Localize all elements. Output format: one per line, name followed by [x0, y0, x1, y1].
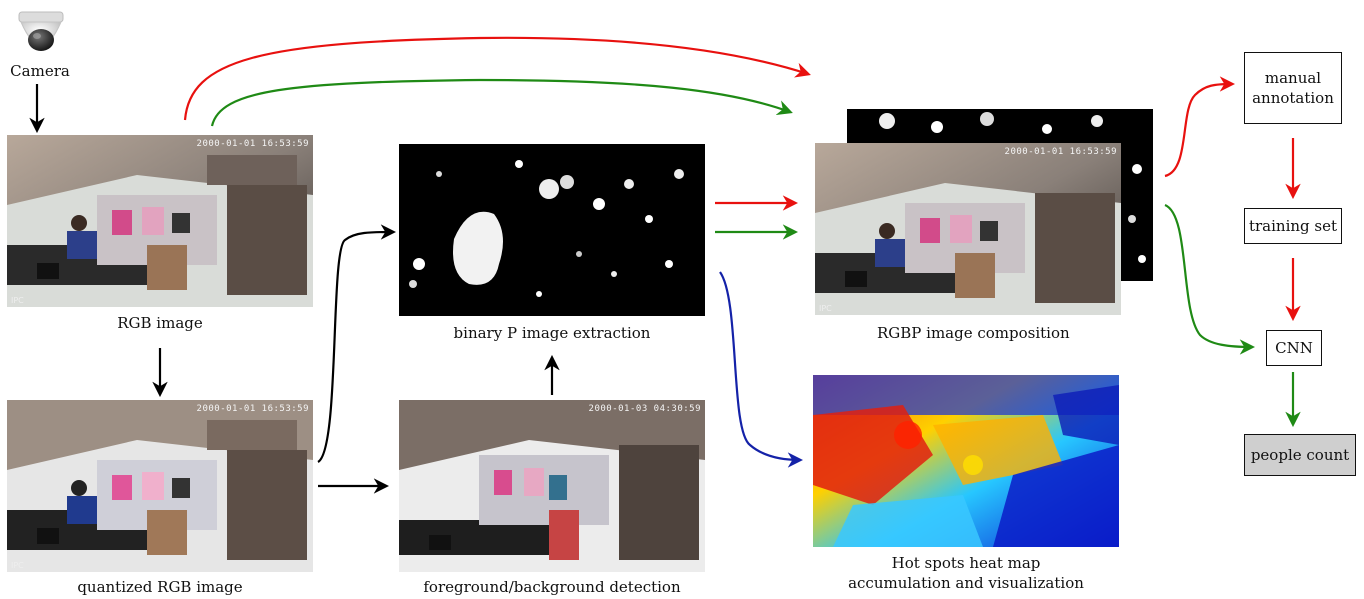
ipc-watermark: IPC	[819, 304, 832, 313]
manual-annotation-line2: annotation	[1252, 89, 1334, 107]
timestamp: 2000-01-03 04:30:59	[588, 404, 701, 414]
timestamp: 2000-01-01 16:53:59	[196, 404, 309, 414]
rgbp-label: RGBP image composition	[877, 324, 1070, 342]
heatmap-label-line2: accumulation and visualization	[848, 574, 1084, 592]
binary-p-label: binary P image extraction	[453, 324, 651, 342]
binary-p-image	[399, 144, 705, 316]
quantized-rgb-label: quantized RGB image	[77, 578, 243, 596]
training-set-box: training set	[1244, 208, 1342, 244]
fg-bg-image: 2000-01-03 04:30:59	[399, 400, 705, 572]
camera-icon	[17, 8, 65, 60]
rgb-image-label: RGB image	[117, 314, 203, 332]
arrow-rgbp-manual	[1164, 76, 1236, 178]
manual-annotation-box: manual annotation	[1244, 52, 1342, 124]
arrow-quantized-binary	[317, 224, 397, 463]
arrow-rgb-rgbp-green	[210, 78, 793, 127]
quantized-rgb-image: 2000-01-01 16:53:59 IPC	[7, 400, 313, 572]
timestamp: 2000-01-01 16:53:59	[1004, 147, 1117, 157]
manual-annotation-line1: manual	[1264, 69, 1322, 87]
people-count-box: people count	[1244, 434, 1356, 476]
cnn-label: CNN	[1275, 339, 1313, 357]
people-count-label: people count	[1250, 446, 1350, 464]
cnn-box: CNN	[1266, 330, 1322, 366]
timestamp: 2000-01-01 16:53:59	[196, 139, 309, 149]
ipc-watermark: IPC	[11, 296, 24, 305]
rgbp-rgb-layer: 2000-01-01 16:53:59 IPC	[815, 143, 1121, 315]
rgb-image: 2000-01-01 16:53:59 IPC	[7, 135, 313, 307]
arrow-rgb-rgbp-red	[183, 36, 811, 121]
heatmap-image	[813, 375, 1119, 547]
training-set-label: training set	[1248, 217, 1338, 235]
heatmap-label-line1: Hot spots heat map	[891, 554, 1041, 572]
arrow-binary-heatmap	[719, 271, 804, 468]
fg-bg-label: foreground/background detection	[423, 578, 681, 596]
camera-label: Camera	[10, 62, 70, 80]
ipc-watermark: IPC	[11, 561, 24, 570]
